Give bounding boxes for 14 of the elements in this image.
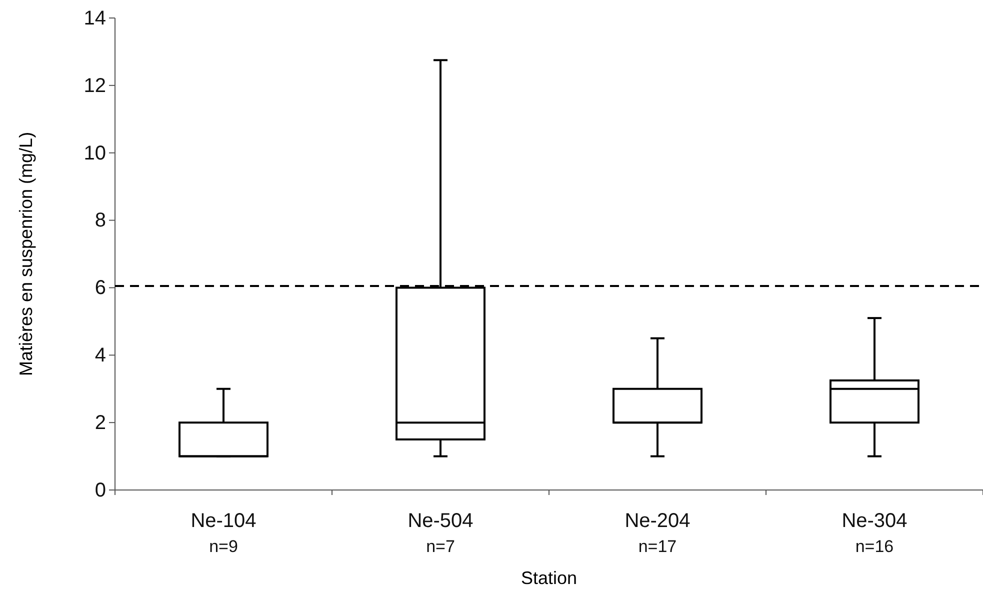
x-tick-label: Ne-104 n=9 xyxy=(190,510,256,556)
x-tick-label: Ne-304 n=16 xyxy=(842,510,908,556)
y-tick-label: 0 xyxy=(94,479,106,502)
y-tick-label: 10 xyxy=(84,142,106,164)
x-tick-label: Ne-504 n=7 xyxy=(408,510,474,556)
y-tick-label: 6 xyxy=(94,277,106,300)
y-tick-label: 2 xyxy=(94,412,106,434)
y-tick-label: 12 xyxy=(84,74,106,97)
x-axis-title: Station xyxy=(520,568,578,588)
y-tick-label: 14 xyxy=(84,7,106,30)
x-tick-label: Ne-204 n=17 xyxy=(624,510,690,556)
y-tick-label: 4 xyxy=(94,344,106,367)
y-tick-label: 8 xyxy=(94,210,106,232)
y-axis-title: Matières en suspenrion (mg/L) xyxy=(16,132,36,376)
